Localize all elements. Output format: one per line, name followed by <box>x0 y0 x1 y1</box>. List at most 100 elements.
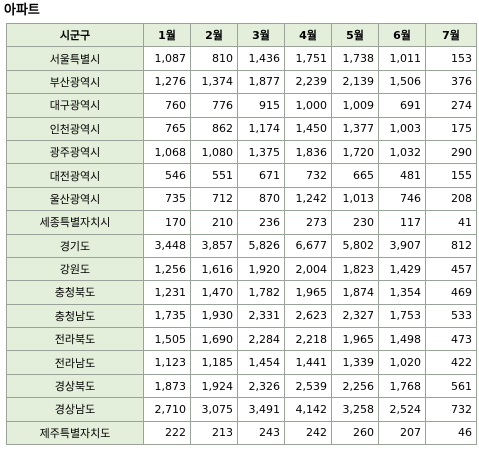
value-cell[interactable]: 230 <box>331 210 379 235</box>
table-row[interactable]: 강원도 1,256 1,616 1,920 2,004 1,823 1,429 457 <box>6 256 477 282</box>
value-cell[interactable]: 155 <box>425 163 477 188</box>
region-cell[interactable]: 강원도 <box>6 256 144 282</box>
table-row[interactable]: 전라북도 1,505 1,690 2,284 2,218 1,965 1,498 473 <box>6 327 477 352</box>
value-cell[interactable]: 810 <box>190 46 238 71</box>
value-cell[interactable]: 1,753 <box>378 303 426 329</box>
value-cell[interactable]: 5,826 <box>237 233 285 258</box>
value-cell[interactable]: 1,087 <box>143 46 191 71</box>
table-row[interactable]: 인천광역시 765 862 1,174 1,450 1,377 1,003 175 <box>6 116 477 141</box>
value-cell[interactable]: 732 <box>425 397 477 422</box>
region-cell[interactable]: 경상남도 <box>6 397 144 422</box>
value-cell[interactable]: 481 <box>378 163 426 188</box>
value-cell[interactable]: 1,498 <box>378 327 426 352</box>
value-cell[interactable]: 760 <box>143 93 191 118</box>
value-cell[interactable]: 665 <box>331 163 379 188</box>
value-cell[interactable]: 1,377 <box>331 116 379 141</box>
value-cell[interactable]: 3,448 <box>143 233 191 258</box>
value-cell[interactable]: 1,965 <box>284 280 332 305</box>
value-cell[interactable]: 1,690 <box>190 327 238 352</box>
value-cell[interactable]: 2,326 <box>237 373 285 399</box>
column-header-month[interactable]: 4월 <box>284 22 332 48</box>
value-cell[interactable]: 2,256 <box>331 373 379 399</box>
value-cell[interactable]: 671 <box>237 163 285 188</box>
region-cell[interactable]: 대전광역시 <box>6 163 144 188</box>
value-cell[interactable]: 2,139 <box>331 69 379 95</box>
table-row[interactable]: 제주특별자치도 222 213 243 242 260 207 46 <box>6 420 477 446</box>
value-cell[interactable]: 561 <box>425 373 477 399</box>
value-cell[interactable]: 862 <box>190 116 238 141</box>
value-cell[interactable]: 1,782 <box>237 280 285 305</box>
value-cell[interactable]: 170 <box>143 210 191 235</box>
value-cell[interactable]: 765 <box>143 116 191 141</box>
value-cell[interactable]: 3,075 <box>190 397 238 422</box>
value-cell[interactable]: 1,011 <box>378 46 426 71</box>
value-cell[interactable]: 1,735 <box>143 303 191 329</box>
value-cell[interactable]: 1,013 <box>331 186 379 212</box>
value-cell[interactable]: 2,623 <box>284 303 332 329</box>
value-cell[interactable]: 1,877 <box>237 69 285 95</box>
value-cell[interactable]: 712 <box>190 186 238 212</box>
table-row[interactable]: 전라남도 1,123 1,185 1,454 1,441 1,339 1,020 422 <box>6 350 477 375</box>
value-cell[interactable]: 4,142 <box>284 397 332 422</box>
region-cell[interactable]: 경기도 <box>6 233 144 258</box>
table-row[interactable]: 대전광역시 546 551 671 732 665 481 155 <box>6 163 477 188</box>
value-cell[interactable]: 1,823 <box>331 256 379 282</box>
value-cell[interactable]: 1,020 <box>378 350 426 375</box>
value-cell[interactable]: 776 <box>190 93 238 118</box>
value-cell[interactable]: 243 <box>237 420 285 446</box>
table-row[interactable]: 대구광역시 760 776 915 1,000 1,009 691 274 <box>6 93 477 118</box>
region-cell[interactable]: 부산광역시 <box>6 69 144 95</box>
value-cell[interactable]: 1,374 <box>190 69 238 95</box>
value-cell[interactable]: 236 <box>237 210 285 235</box>
value-cell[interactable]: 1,000 <box>284 93 332 118</box>
value-cell[interactable]: 1,080 <box>190 139 238 165</box>
table-row[interactable]: 경상북도 1,873 1,924 2,326 2,539 2,256 1,768 561 <box>6 373 477 399</box>
value-cell[interactable]: 1,450 <box>284 116 332 141</box>
value-cell[interactable]: 3,907 <box>378 233 426 258</box>
value-cell[interactable]: 1,505 <box>143 327 191 352</box>
value-cell[interactable]: 2,284 <box>237 327 285 352</box>
value-cell[interactable]: 422 <box>425 350 477 375</box>
value-cell[interactable]: 175 <box>425 116 477 141</box>
column-header-month[interactable]: 6월 <box>378 22 426 48</box>
column-header-month[interactable]: 1월 <box>143 22 191 48</box>
value-cell[interactable]: 2,327 <box>331 303 379 329</box>
value-cell[interactable]: 1,768 <box>378 373 426 399</box>
value-cell[interactable]: 2,539 <box>284 373 332 399</box>
value-cell[interactable]: 1,123 <box>143 350 191 375</box>
table-row[interactable]: 서울특별시 1,087 810 1,436 1,751 1,738 1,011 153 <box>6 46 477 71</box>
table-row[interactable]: 경상남도 2,710 3,075 3,491 4,142 3,258 2,524 732 <box>6 397 477 422</box>
region-cell[interactable]: 경상북도 <box>6 373 144 399</box>
region-cell[interactable]: 충청남도 <box>6 303 144 329</box>
value-cell[interactable]: 290 <box>425 139 477 165</box>
value-cell[interactable]: 207 <box>378 420 426 446</box>
table-row[interactable]: 충청남도 1,735 1,930 2,331 2,623 2,327 1,753 533 <box>6 303 477 329</box>
value-cell[interactable]: 1,009 <box>331 93 379 118</box>
region-cell[interactable]: 세종특별자치시 <box>6 210 144 235</box>
value-cell[interactable]: 1,003 <box>378 116 426 141</box>
value-cell[interactable]: 3,857 <box>190 233 238 258</box>
value-cell[interactable]: 242 <box>284 420 332 446</box>
value-cell[interactable]: 870 <box>237 186 285 212</box>
value-cell[interactable]: 551 <box>190 163 238 188</box>
value-cell[interactable]: 2,331 <box>237 303 285 329</box>
region-cell[interactable]: 서울특별시 <box>6 46 144 71</box>
value-cell[interactable]: 1,185 <box>190 350 238 375</box>
region-cell[interactable]: 전라북도 <box>6 327 144 352</box>
value-cell[interactable]: 1,339 <box>331 350 379 375</box>
value-cell[interactable]: 1,354 <box>378 280 426 305</box>
region-cell[interactable]: 전라남도 <box>6 350 144 375</box>
region-cell[interactable]: 대구광역시 <box>6 93 144 118</box>
value-cell[interactable]: 735 <box>143 186 191 212</box>
value-cell[interactable]: 546 <box>143 163 191 188</box>
value-cell[interactable]: 117 <box>378 210 426 235</box>
value-cell[interactable]: 1,068 <box>143 139 191 165</box>
value-cell[interactable]: 2,239 <box>284 69 332 95</box>
value-cell[interactable]: 210 <box>190 210 238 235</box>
value-cell[interactable]: 1,032 <box>378 139 426 165</box>
value-cell[interactable]: 3,258 <box>331 397 379 422</box>
value-cell[interactable]: 1,836 <box>284 139 332 165</box>
value-cell[interactable]: 915 <box>237 93 285 118</box>
value-cell[interactable]: 473 <box>425 327 477 352</box>
value-cell[interactable]: 274 <box>425 93 477 118</box>
